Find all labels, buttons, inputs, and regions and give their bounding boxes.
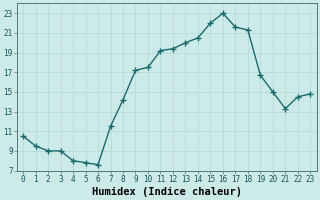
X-axis label: Humidex (Indice chaleur): Humidex (Indice chaleur)	[92, 186, 242, 197]
